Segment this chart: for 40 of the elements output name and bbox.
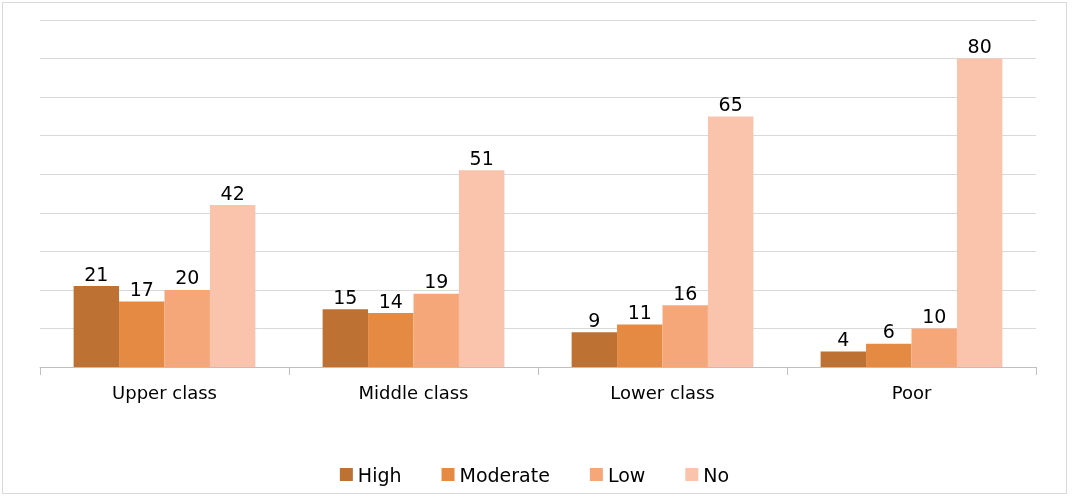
legend-label: High (357, 463, 402, 486)
data-label: 17 (129, 277, 154, 300)
data-label: 6 (882, 320, 895, 343)
data-label: 11 (627, 301, 652, 324)
x-tick-label: Poor (891, 381, 932, 403)
data-label: 9 (588, 308, 601, 331)
bar (662, 305, 708, 367)
data-label: 42 (220, 181, 245, 204)
data-label: 65 (718, 92, 743, 115)
data-label: 10 (922, 304, 947, 327)
bar (322, 309, 369, 367)
bar (73, 286, 120, 367)
bar (164, 289, 210, 367)
bar (820, 351, 867, 367)
data-label: 14 (378, 289, 403, 312)
data-label: 21 (84, 262, 109, 285)
bar (458, 170, 505, 367)
bar (368, 313, 414, 367)
bar (119, 301, 165, 367)
bar (956, 58, 1003, 367)
data-label: 4 (837, 328, 850, 351)
bar (707, 116, 754, 367)
data-label: 80 (967, 35, 992, 58)
x-tick-label: Lower class (610, 381, 715, 403)
data-label: 15 (333, 285, 358, 308)
data-label: 20 (175, 266, 200, 289)
data-label: 51 (469, 146, 494, 169)
data-label: 19 (424, 270, 449, 293)
x-tick-label: Middle class (358, 381, 469, 403)
bar (617, 324, 663, 367)
data-label: 16 (673, 281, 698, 304)
bar (911, 328, 957, 367)
x-tick-label: Upper class (112, 381, 217, 403)
legend-label: Moderate (459, 463, 550, 486)
bar (413, 293, 459, 367)
legend-label: Low (607, 463, 646, 486)
bar (866, 343, 912, 367)
bar (571, 332, 618, 367)
bar (209, 205, 256, 367)
legend-label: No (703, 463, 730, 486)
